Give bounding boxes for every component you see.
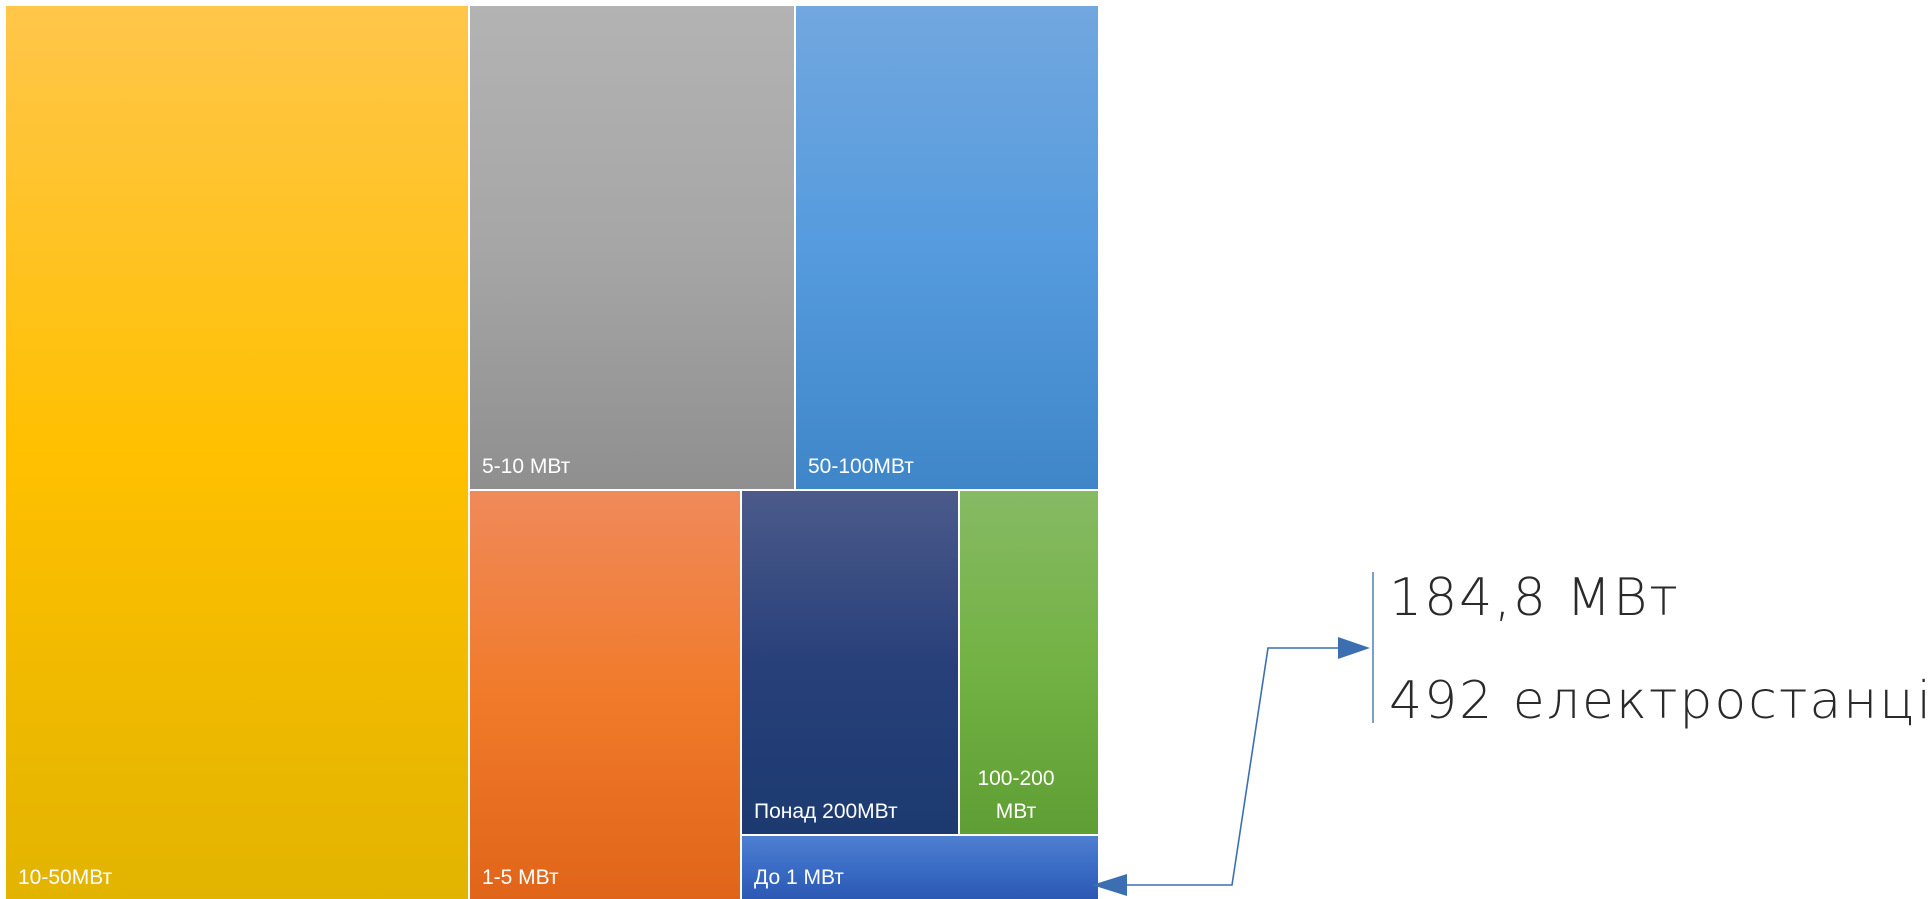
- treemap-tile-t200: [742, 491, 958, 834]
- treemap-tile-labels: 10-50МВт 5-10 МВт 50-100МВт 1-5 МВт Понад 20…: [18, 455, 1055, 889]
- treemap-tile-t50_100: [796, 6, 1098, 489]
- treemap-tile-t10_50: [6, 6, 468, 899]
- treemap-tile-t100_200: [960, 491, 1098, 834]
- tile-label-t100_200: 100-200 МВт: [977, 767, 1054, 823]
- callout-connector-line: [1105, 647, 1342, 886]
- treemap-tile-t0_1: [742, 836, 1098, 899]
- treemap-tile-t1_5: [470, 491, 740, 899]
- treemap-tiles: [6, 6, 1098, 899]
- callout-capacity-text: 184,8 МВт: [1389, 568, 1680, 628]
- treemap-tile-t5_10: [470, 6, 794, 489]
- tile-label-t10_50: 10-50МВт: [18, 866, 113, 889]
- callout-arrowhead-left: [1092, 874, 1127, 896]
- tile-label-t200: Понад 200МВт: [754, 800, 898, 823]
- callout-annotation: 184,8 МВт 492 електростанції: [1092, 568, 1932, 896]
- callout-stations-text: 492 електростанції: [1389, 671, 1932, 731]
- tile-label-t50_100: 50-100МВт: [808, 455, 914, 478]
- callout-arrowhead-right: [1338, 637, 1370, 659]
- tile-label-t5_10: 5-10 МВт: [482, 455, 571, 478]
- tile-label-t1_5: 1-5 МВт: [482, 866, 559, 889]
- tile-label-t0_1: До 1 МВт: [754, 866, 844, 889]
